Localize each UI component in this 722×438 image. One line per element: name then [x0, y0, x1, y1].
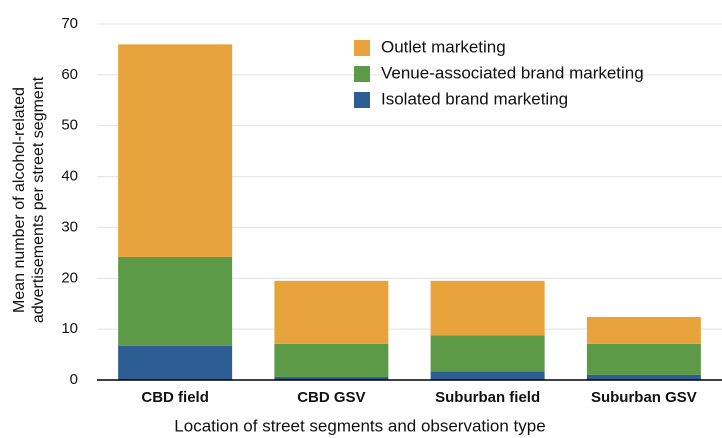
bar-segment	[118, 256, 233, 346]
bar-segment	[118, 345, 233, 380]
y-tick-label: 0	[70, 371, 78, 388]
legend-label: Venue-associated brand marketing	[381, 63, 644, 82]
y-tick-label: 10	[61, 320, 78, 337]
x-tick-label: Suburban field	[435, 389, 540, 406]
bar-segment	[586, 343, 701, 375]
legend-swatch	[354, 66, 370, 82]
y-tick-label: 40	[61, 168, 78, 185]
bar-segment	[274, 376, 389, 380]
legend-label: Isolated brand marketing	[381, 89, 568, 108]
x-tick-label: CBD GSV	[297, 389, 365, 406]
bar-segment	[586, 316, 701, 344]
y-tick-label: 50	[61, 117, 78, 134]
legend-swatch	[354, 92, 370, 108]
bar-segment	[118, 44, 233, 257]
bar-segment	[274, 343, 389, 377]
bar-segment	[274, 280, 389, 344]
y-tick-label: 30	[61, 218, 78, 235]
y-axis-label: advertisements per street segment	[30, 76, 47, 323]
x-axis-label: Location of street segments and observat…	[174, 416, 545, 435]
bar-segment	[586, 374, 701, 380]
legend-swatch	[354, 40, 370, 56]
bar-segment	[430, 335, 545, 372]
x-tick-label: CBD field	[141, 389, 209, 406]
bar-segment	[430, 371, 545, 380]
x-tick-label: Suburban GSV	[591, 389, 697, 406]
y-tick-label: 60	[61, 66, 78, 83]
y-tick-label: 70	[61, 15, 78, 32]
y-tick-label: 20	[61, 269, 78, 286]
legend-label: Outlet marketing	[381, 37, 506, 56]
y-axis-label: Mean number of alcohol-related	[11, 87, 28, 313]
bar-segment	[430, 280, 545, 336]
